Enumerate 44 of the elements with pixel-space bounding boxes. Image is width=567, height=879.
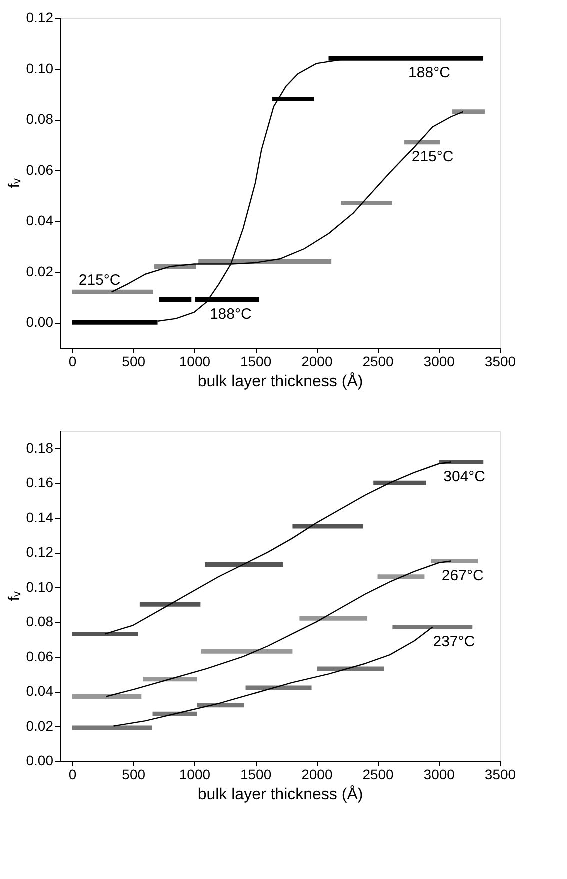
x-tick-label: 2000: [302, 766, 333, 782]
y-tick-label: 0.10: [26, 578, 54, 595]
y-axis-title: fᵥ: [6, 178, 24, 188]
y-tick-label: 0.02: [26, 718, 54, 734]
y-tick-label: 0.12: [26, 544, 54, 560]
x-tick-label: 3500: [484, 766, 516, 782]
x-tick-label: 2500: [362, 766, 394, 782]
x-tick-label: 500: [122, 766, 146, 782]
x-tick-label: 3500: [484, 354, 516, 370]
x-tick-label: 0: [68, 354, 77, 370]
annotation: 215°C: [78, 272, 121, 290]
x-axis-title: bulk layer thickness (Å): [198, 786, 364, 804]
y-tick-label: 0.06: [26, 162, 54, 178]
annotation: 215°C: [412, 148, 454, 166]
x-tick-label: 0: [68, 766, 77, 782]
x-tick-label: 1000: [179, 354, 211, 370]
y-tick-label: 0.08: [26, 111, 54, 128]
annotation: 188°C: [408, 64, 451, 82]
y-tick-label: 0.00: [26, 752, 54, 768]
y-axis-title: fᵥ: [6, 590, 24, 602]
x-tick-label: 3000: [424, 354, 456, 370]
y-tick-label: 0.00: [26, 314, 54, 330]
y-tick-label: 0.04: [26, 683, 54, 700]
x-tick-label: 1500: [240, 766, 272, 782]
y-tick-label: 0.14: [26, 509, 54, 526]
annotation: 304°C: [444, 468, 486, 486]
y-tick-label: 0.10: [26, 60, 54, 76]
annotation: 267°C: [442, 567, 484, 584]
y-tick-label: 0.02: [26, 263, 54, 280]
y-tick-label: 0.16: [26, 474, 54, 491]
y-tick-label: 0.12: [26, 10, 54, 26]
x-tick-label: 500: [122, 354, 146, 370]
x-tick-label: 2000: [302, 354, 333, 370]
x-tick-label: 1000: [179, 766, 211, 782]
x-tick-label: 1500: [240, 354, 272, 370]
x-tick-label: 3000: [424, 766, 456, 782]
annotation: 188°C: [210, 306, 252, 323]
y-tick-label: 0.08: [26, 614, 54, 630]
y-tick-label: 0.04: [26, 212, 54, 229]
x-tick-label: 2500: [362, 354, 394, 370]
y-tick-label: 0.18: [26, 440, 54, 456]
annotation: 237°C: [433, 633, 476, 650]
x-axis-title: bulk layer thickness (Å): [198, 372, 364, 390]
y-tick-label: 0.06: [26, 648, 54, 664]
